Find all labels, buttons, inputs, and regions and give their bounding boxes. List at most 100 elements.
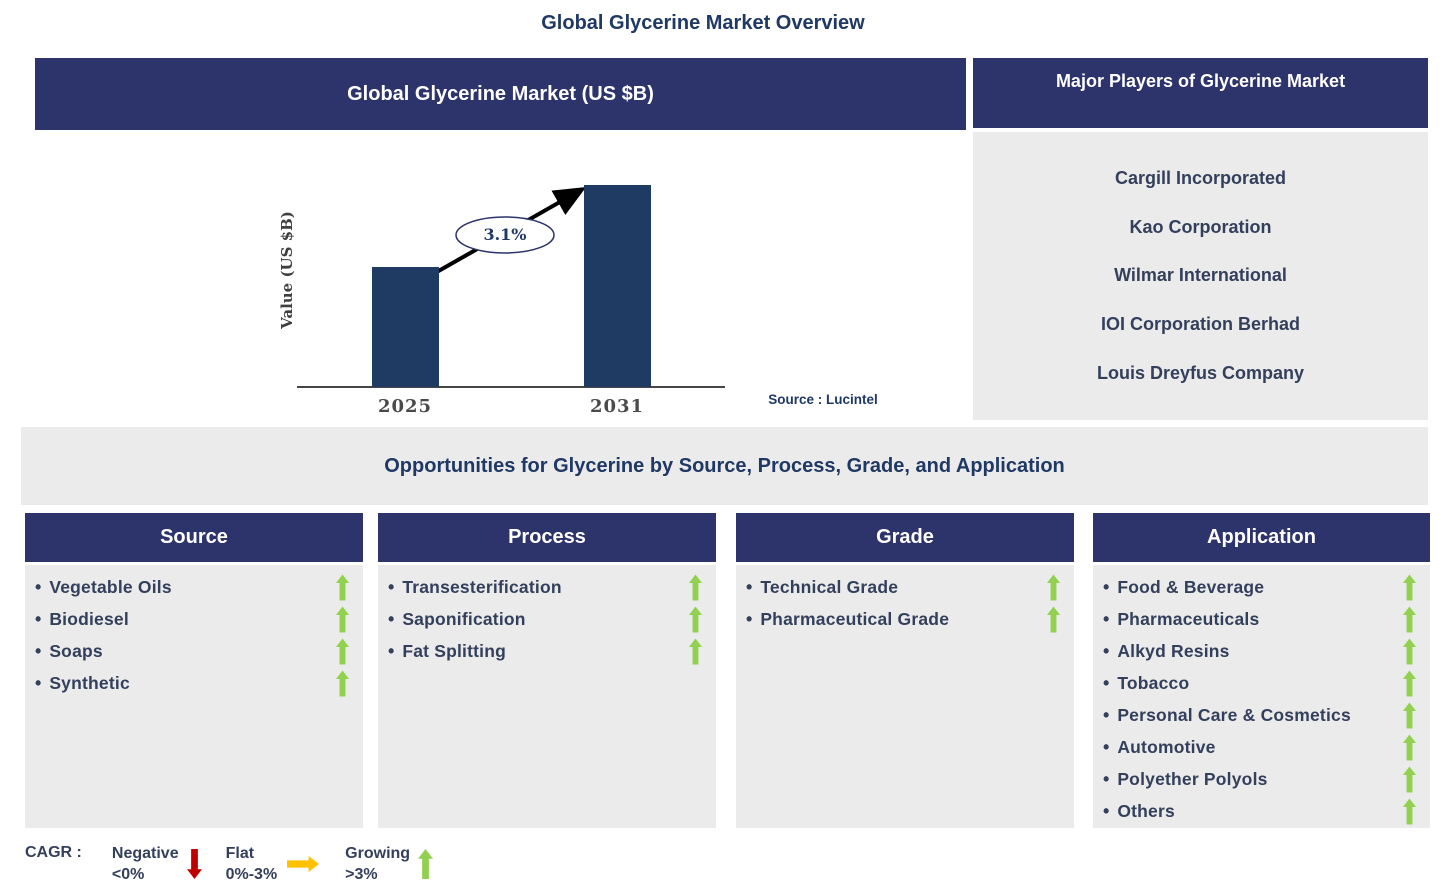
bullet: •: [388, 577, 395, 597]
growing-up-arrow-icon: [1403, 638, 1416, 664]
legend-entry-name: Flat: [225, 845, 255, 862]
column-header: Grade: [736, 513, 1074, 562]
item-label: Pharmaceutical Grade: [760, 608, 950, 629]
list-item: • Pharmaceutical Grade: [736, 603, 1074, 635]
players-list: Cargill Incorporated Kao Corporation Wilma…: [973, 132, 1428, 420]
cagr-value-label: 3.1%: [483, 225, 527, 244]
growing-up-arrow-icon: [1047, 606, 1060, 632]
growing-up-arrow-icon: [1403, 798, 1416, 824]
growing-up-arrow-icon: [689, 638, 702, 664]
column-header: Source: [25, 513, 363, 562]
list-item: • Automotive: [1093, 731, 1430, 763]
company-name: Cargill Incorporated: [1114, 167, 1287, 188]
growing-up-arrow-icon: [1403, 766, 1416, 792]
players-panel-header-label: Major Players of Glycerine Market: [1055, 71, 1346, 91]
growing-up-arrow-icon: [1403, 670, 1416, 696]
item-label: Personal Care & Cosmetics: [1117, 704, 1351, 725]
list-item: • Soaps: [25, 635, 363, 667]
growing-up-arrow-icon: [418, 849, 434, 879]
list-item: • Synthetic: [25, 667, 363, 699]
cagr-ellipse: [455, 216, 555, 254]
growing-up-arrow-icon: [336, 574, 349, 600]
bullet: •: [35, 609, 42, 629]
chart-panel-header: Global Glycerine Market (US $B): [35, 58, 966, 130]
list-item: • Polyether Polyols: [1093, 763, 1430, 795]
growing-up-arrow-icon: [336, 638, 349, 664]
bullet: •: [1103, 801, 1110, 821]
x-tick-label: 2025: [377, 396, 433, 417]
x-tick-label: 2031: [589, 396, 645, 417]
item-label: Technical Grade: [760, 576, 899, 597]
legend-entry-negative: Negative <0%: [112, 843, 202, 885]
chart-bar-2025: [371, 267, 439, 387]
growing-up-arrow-icon: [1403, 734, 1416, 760]
bullet: •: [1103, 641, 1110, 661]
legend-entry-range: <0%: [111, 866, 145, 883]
negative-down-arrow-icon: [186, 849, 202, 879]
bullet: •: [388, 641, 395, 661]
item-label: Food & Beverage: [1117, 576, 1265, 597]
list-item: • Others: [1093, 795, 1430, 827]
list-item: • Biodiesel: [25, 603, 363, 635]
growing-up-arrow-icon: [1047, 574, 1060, 600]
legend-entry-range: 0%-3%: [225, 866, 278, 883]
column-header: Process: [378, 513, 716, 562]
growing-up-arrow-icon: [336, 606, 349, 632]
legend-entry-flat: Flat 0%-3%: [226, 843, 322, 885]
legend-entry-range: >3%: [345, 866, 378, 883]
bar-chart: Value (US $B) 3.1% Source : Lucintel 202…: [35, 130, 966, 428]
item-label: Alkyd Resins: [1117, 640, 1230, 661]
company-name: Kao Corporation: [1129, 216, 1272, 237]
flat-right-arrow-icon: [287, 856, 320, 872]
growing-up-arrow-icon: [1403, 574, 1416, 600]
bullet: •: [1103, 577, 1110, 597]
column-grade: Grade • Technical Grade • Pharmaceutical Gra…: [736, 513, 1074, 828]
bullet: •: [1103, 737, 1110, 757]
column-header: Application: [1093, 513, 1430, 562]
list-item: • Personal Care & Cosmetics: [1093, 699, 1430, 731]
list-item: • Pharmaceuticals: [1093, 603, 1430, 635]
x-axis-line: [297, 386, 725, 388]
item-label: Soaps: [49, 640, 103, 661]
item-label: Polyether Polyols: [1117, 768, 1268, 789]
bullet: •: [35, 577, 42, 597]
growing-up-arrow-icon: [689, 574, 702, 600]
page-title: Global Glycerine Market Overview: [541, 12, 865, 34]
item-label: Tobacco: [1117, 672, 1190, 693]
item-label: Vegetable Oils: [49, 576, 172, 597]
cagr-legend: CAGR : Negative <0% Flat 0%-3% Growing >3%: [25, 843, 457, 885]
legend-entry-name: Negative: [111, 845, 179, 862]
list-item: • Food & Beverage: [1093, 571, 1430, 603]
column-body: • Vegetable Oils • Biodiesel • Soaps • Syntheti…: [25, 565, 363, 828]
growing-up-arrow-icon: [689, 606, 702, 632]
bullet: •: [746, 609, 753, 629]
item-label: Fat Splitting: [402, 640, 507, 661]
column-application: Application • Food & Beverage • Pharmaceutic…: [1093, 513, 1430, 828]
company-name: IOI Corporation Berhad: [1100, 314, 1300, 335]
column-body: • Food & Beverage • Pharmaceuticals • Alkyd R…: [1093, 565, 1430, 828]
list-item: • Technical Grade: [736, 571, 1074, 603]
company-name: Wilmar International: [1114, 265, 1287, 286]
item-label: Biodiesel: [49, 608, 129, 629]
legend-entry-text: Growing >3%: [345, 843, 410, 885]
cagr-legend-entries: Negative <0% Flat 0%-3% Growing >3%: [112, 843, 457, 885]
item-label: Synthetic: [49, 672, 130, 693]
legend-entry-text: Flat 0%-3%: [226, 843, 278, 885]
bullet: •: [1103, 769, 1110, 789]
bullet: •: [746, 577, 753, 597]
column-source: Source • Vegetable Oils • Biodiesel • Soaps • Sy…: [25, 513, 363, 828]
list-item: • Fat Splitting: [378, 635, 716, 667]
item-label: Transesterification: [402, 576, 562, 597]
list-item: • Vegetable Oils: [25, 571, 363, 603]
list-item: • Transesterification: [378, 571, 716, 603]
list-item: • Alkyd Resins: [1093, 635, 1430, 667]
bullet: •: [1103, 705, 1110, 725]
opportunities-band: Opportunities for Glycerine by Source, P…: [21, 427, 1428, 505]
legend-entry-growing: Growing >3%: [345, 843, 434, 885]
item-label: Automotive: [1117, 736, 1216, 757]
legend-entry-text: Negative <0%: [112, 843, 179, 885]
growing-up-arrow-icon: [1403, 606, 1416, 632]
company-name: Louis Dreyfus Company: [1096, 363, 1305, 384]
source-note: Source : Lucintel: [768, 392, 878, 407]
